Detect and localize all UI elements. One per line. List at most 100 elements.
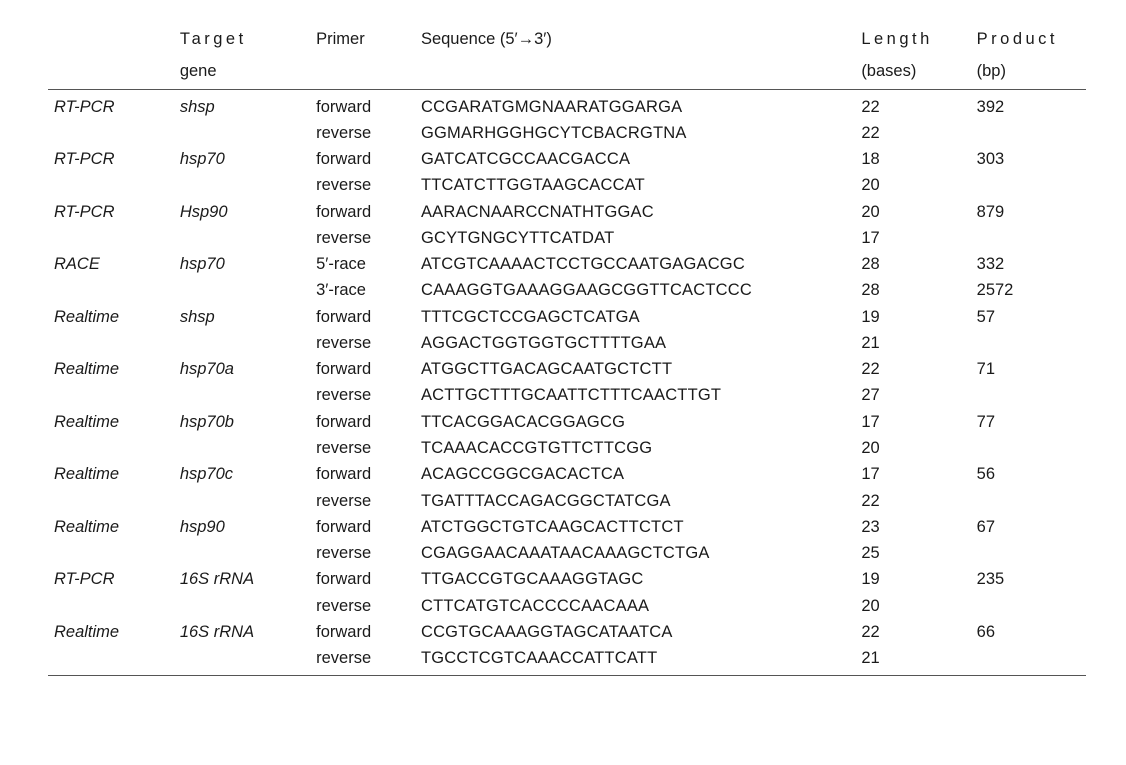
length-header-text1: Length: [861, 28, 932, 50]
table-row: reverseCGAGGAACAAATAACAAAGCTCTGA25: [48, 540, 1086, 566]
cell-primer: reverse: [310, 435, 415, 461]
cell-product: [971, 382, 1086, 408]
cell-product: 66: [971, 619, 1086, 645]
cell-primer: forward: [310, 566, 415, 592]
table-row: reverseACTTGCTTTGCAATTCTTTCAACTTGT27: [48, 382, 1086, 408]
cell-product: [971, 488, 1086, 514]
cell-primer: reverse: [310, 120, 415, 146]
table-row: 3′-raceCAAAGGTGAAAGGAAGCGGTTCACTCCC28257…: [48, 277, 1086, 303]
cell-gene: [174, 540, 310, 566]
cell-reaction: Realtime: [48, 409, 174, 435]
table-row: reverseTGATTTACCAGACGGCTATCGA22: [48, 488, 1086, 514]
cell-primer: forward: [310, 461, 415, 487]
cell-sequence: TTTCGCTCCGAGCTCATGA: [415, 304, 855, 330]
cell-gene: [174, 435, 310, 461]
cell-sequence: ACTTGCTTTGCAATTCTTTCAACTTGT: [415, 382, 855, 408]
cell-product: 392: [971, 89, 1086, 120]
table-row: reverseAGGACTGGTGGTGCTTTTGAA21: [48, 330, 1086, 356]
table-row: Realtime16S rRNAforwardCCGTGCAAAGGTAGCAT…: [48, 619, 1086, 645]
cell-gene: 16S rRNA: [174, 619, 310, 645]
col-reaction-header: [48, 24, 174, 56]
cell-length: 17: [855, 461, 970, 487]
table-row: reverseTCAAACACCGTGTTCTTCGG20: [48, 435, 1086, 461]
cell-reaction: Realtime: [48, 619, 174, 645]
cell-reaction: [48, 172, 174, 198]
cell-sequence: CCGARATGMGNAARATGGARGA: [415, 89, 855, 120]
cell-sequence: CGAGGAACAAATAACAAAGCTCTGA: [415, 540, 855, 566]
cell-sequence: CCGTGCAAAGGTAGCATAATCA: [415, 619, 855, 645]
cell-reaction: RT-PCR: [48, 566, 174, 592]
cell-primer: reverse: [310, 593, 415, 619]
cell-reaction: [48, 540, 174, 566]
table-row: Realtimehsp70cforwardACAGCCGGCGACACTCA17…: [48, 461, 1086, 487]
cell-sequence: ATCGTCAAAACTCCTGCCAATGAGACGC: [415, 251, 855, 277]
table-row: reverseTGCCTCGTCAAACCATTCATT21: [48, 645, 1086, 676]
cell-product: 56: [971, 461, 1086, 487]
cell-primer: forward: [310, 409, 415, 435]
cell-sequence: ATCTGGCTGTCAAGCACTTCTCT: [415, 514, 855, 540]
cell-length: 18: [855, 146, 970, 172]
table-row: reverseTTCATCTTGGTAAGCACCAT20: [48, 172, 1086, 198]
table-row: Realtimehsp70aforwardATGGCTTGACAGCAATGCT…: [48, 356, 1086, 382]
cell-sequence: TGCCTCGTCAAACCATTCATT: [415, 645, 855, 676]
col-sequence-header: Sequence (5′→3′): [415, 24, 855, 56]
cell-reaction: [48, 120, 174, 146]
cell-gene: hsp70a: [174, 356, 310, 382]
cell-product: 71: [971, 356, 1086, 382]
col-primer-header: Primer: [310, 24, 415, 56]
cell-length: 17: [855, 225, 970, 251]
table-row: RT-PCR16S rRNAforwardTTGACCGTGCAAAGGTAGC…: [48, 566, 1086, 592]
cell-product: 77: [971, 409, 1086, 435]
cell-length: 21: [855, 330, 970, 356]
col-product-header-line2: (bp): [971, 56, 1086, 89]
cell-sequence: TTCATCTTGGTAAGCACCAT: [415, 172, 855, 198]
cell-primer: forward: [310, 146, 415, 172]
cell-product: 303: [971, 146, 1086, 172]
cell-product: [971, 593, 1086, 619]
col-gene-header-line1: Target: [174, 24, 310, 56]
cell-gene: [174, 645, 310, 676]
cell-length: 20: [855, 172, 970, 198]
col-length-header-line2: (bases): [855, 56, 970, 89]
cell-primer: forward: [310, 89, 415, 120]
cell-product: [971, 435, 1086, 461]
cell-sequence: CTTCATGTCACCCCAACAAA: [415, 593, 855, 619]
cell-sequence: ATGGCTTGACAGCAATGCTCTT: [415, 356, 855, 382]
cell-reaction: [48, 225, 174, 251]
cell-gene: hsp70: [174, 146, 310, 172]
cell-reaction: [48, 435, 174, 461]
primer-table-container: Target Primer Sequence (5′→3′) Length Pr…: [0, 0, 1126, 700]
cell-reaction: RT-PCR: [48, 199, 174, 225]
cell-primer: 3′-race: [310, 277, 415, 303]
cell-primer: reverse: [310, 645, 415, 676]
cell-primer: 5′-race: [310, 251, 415, 277]
cell-primer: reverse: [310, 330, 415, 356]
cell-sequence: AGGACTGGTGGTGCTTTTGAA: [415, 330, 855, 356]
cell-length: 22: [855, 89, 970, 120]
cell-sequence: TGATTTACCAGACGGCTATCGA: [415, 488, 855, 514]
cell-primer: forward: [310, 619, 415, 645]
table-header: Target Primer Sequence (5′→3′) Length Pr…: [48, 24, 1086, 89]
cell-reaction: [48, 593, 174, 619]
cell-length: 21: [855, 645, 970, 676]
cell-primer: forward: [310, 199, 415, 225]
primer-table: Target Primer Sequence (5′→3′) Length Pr…: [48, 24, 1086, 676]
cell-reaction: RT-PCR: [48, 146, 174, 172]
cell-reaction: Realtime: [48, 304, 174, 330]
cell-primer: reverse: [310, 172, 415, 198]
cell-primer: reverse: [310, 488, 415, 514]
cell-length: 17: [855, 409, 970, 435]
cell-length: 22: [855, 356, 970, 382]
cell-sequence: ACAGCCGGCGACACTCA: [415, 461, 855, 487]
cell-sequence: GCYTGNGCYTTCATDAT: [415, 225, 855, 251]
cell-product: [971, 645, 1086, 676]
table-row: Realtimehsp90forwardATCTGGCTGTCAAGCACTTC…: [48, 514, 1086, 540]
cell-gene: [174, 277, 310, 303]
cell-primer: forward: [310, 356, 415, 382]
cell-length: 28: [855, 251, 970, 277]
cell-length: 20: [855, 593, 970, 619]
cell-product: 2572: [971, 277, 1086, 303]
cell-sequence: GATCATCGCCAACGACCA: [415, 146, 855, 172]
cell-gene: [174, 225, 310, 251]
cell-primer: reverse: [310, 540, 415, 566]
